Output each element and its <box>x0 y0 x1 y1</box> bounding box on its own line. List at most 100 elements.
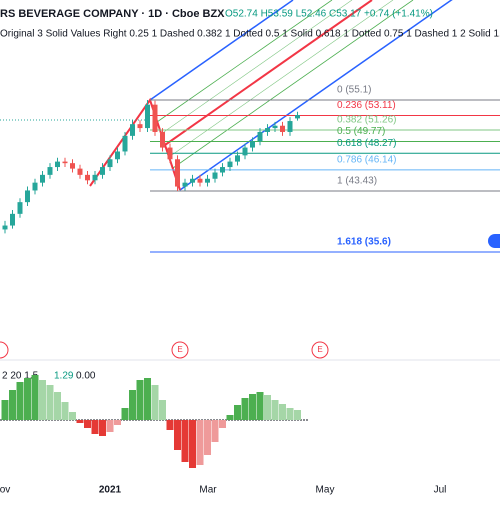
histogram-bar <box>144 378 151 420</box>
candle-body <box>62 161 68 164</box>
candle-body <box>205 178 210 183</box>
histogram-bar <box>271 400 279 420</box>
candle-body <box>287 121 293 132</box>
histogram-bar <box>204 420 211 455</box>
histogram-bar <box>9 390 16 420</box>
fib-level-label: 0.382 (51.26) <box>337 115 397 126</box>
histogram-bar <box>211 420 219 442</box>
candle-body <box>220 167 225 173</box>
histogram-bar <box>279 404 286 420</box>
indicator-zero: 0.00 <box>76 371 96 382</box>
histogram-bar <box>106 420 114 432</box>
candle-body <box>160 131 165 148</box>
candle-body <box>115 151 120 160</box>
histogram-bar <box>249 394 256 420</box>
candle-body <box>182 182 188 187</box>
earnings-marker[interactable] <box>311 341 329 359</box>
candle-body <box>32 182 38 191</box>
histogram-bar <box>219 420 226 428</box>
earnings-marker[interactable] <box>171 341 189 359</box>
candle-body <box>92 174 98 181</box>
histogram-bar <box>234 405 241 420</box>
histogram-bar <box>24 378 31 420</box>
fib-level-label: 0.236 (53.11) <box>337 100 396 111</box>
histogram-bar <box>181 420 189 462</box>
histogram-bar <box>46 385 54 420</box>
histogram-bar <box>129 390 136 420</box>
histogram-bar <box>99 420 106 436</box>
pitchfork <box>0 0 500 361</box>
histogram-bar <box>189 420 196 468</box>
histogram-bar <box>256 392 264 420</box>
candle-body <box>257 131 263 142</box>
candle-body <box>55 161 60 168</box>
candle-body <box>280 125 285 132</box>
x-axis-label: May <box>316 485 335 496</box>
candle-body <box>2 225 8 230</box>
histogram-bar <box>136 380 144 420</box>
fib-level-label: 0.618 (48.27) <box>337 138 397 149</box>
candle-body <box>137 124 143 129</box>
candle-body <box>85 174 90 181</box>
ohlc: O52.74 H53.59 L52.46 C53.17 +0.74 (+1.41… <box>225 9 433 20</box>
histogram-bar <box>31 375 39 420</box>
indicator-value: 1.29 <box>54 371 74 382</box>
histogram-bar <box>1 400 9 420</box>
candle-body <box>235 155 240 162</box>
indicator-params: 2 20 1.5 <box>2 371 39 382</box>
fib-level-label: 0.786 (46.14) <box>337 155 397 166</box>
histogram-bar <box>76 420 84 423</box>
x-axis-label: Mar <box>199 485 217 496</box>
price-label <box>488 234 500 248</box>
histogram-bar <box>121 408 129 420</box>
histogram-bar <box>174 420 181 450</box>
candle-body <box>152 104 158 132</box>
fib-level-label: 1.618 (35.6) <box>337 237 391 248</box>
histogram-bar <box>91 420 99 434</box>
candle-body <box>122 135 128 152</box>
candle-body <box>77 168 83 175</box>
fib-level-label: 0.5 (49.77) <box>337 126 385 137</box>
histogram-bar <box>114 420 121 425</box>
fib-level-label: 0 (55.1) <box>337 85 371 96</box>
histogram-bar <box>39 380 46 420</box>
fib-level-label: 1 (43.43) <box>337 176 377 187</box>
histogram-bar <box>151 385 159 420</box>
histogram-bar <box>264 395 271 420</box>
candle-body <box>40 174 45 183</box>
histogram-bar <box>61 402 69 420</box>
candle-body <box>190 178 195 183</box>
earnings-label[interactable]: E <box>317 345 322 354</box>
candle-body <box>100 167 105 175</box>
candle-body <box>242 147 248 156</box>
candle-body <box>227 161 233 168</box>
candle-body <box>25 190 30 203</box>
histogram-bar <box>286 408 294 420</box>
histogram-bar <box>16 382 24 420</box>
candle-body <box>167 147 173 160</box>
candle-body <box>47 167 53 175</box>
histogram-bar <box>159 400 166 420</box>
histogram-bar <box>226 415 234 420</box>
candle-body <box>70 163 75 169</box>
candle-body <box>130 124 135 136</box>
candle-body <box>272 125 278 129</box>
candle-body <box>175 159 180 187</box>
x-axis-label: 2021 <box>99 485 122 496</box>
candle-body <box>107 159 113 168</box>
candle-body <box>212 172 218 179</box>
histogram-bar <box>241 398 249 420</box>
symbol-title: RS BEVERAGE COMPANY · 1D · Cboe BZX <box>0 8 225 20</box>
histogram-bar <box>166 420 174 430</box>
earnings-label[interactable]: E <box>177 345 182 354</box>
candle-body <box>265 128 270 132</box>
candle-body <box>250 141 255 148</box>
histogram-bar <box>69 412 76 420</box>
x-axis-label: Jul <box>434 485 447 496</box>
candle-body <box>145 104 150 129</box>
histogram-bar <box>54 392 61 420</box>
candle-body <box>197 178 203 183</box>
earnings-marker[interactable] <box>0 341 9 359</box>
candle-body <box>17 202 23 214</box>
